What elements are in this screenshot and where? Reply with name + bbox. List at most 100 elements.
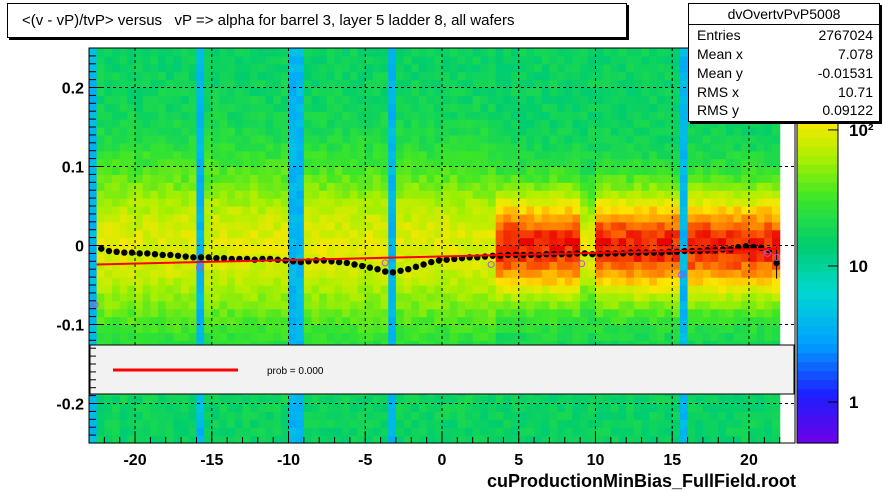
heatmap-cell	[526, 174, 535, 183]
heatmap-cell	[188, 182, 198, 191]
heatmap-cell	[96, 261, 105, 270]
heatmap-cell	[365, 150, 374, 160]
heatmap-cell	[457, 245, 466, 254]
heatmap-cell	[242, 237, 251, 247]
heatmap-cell	[119, 127, 128, 136]
heatmap-cell	[587, 435, 597, 444]
heatmap-cell	[89, 221, 98, 231]
heatmap-cell	[365, 277, 374, 286]
heatmap-cell	[649, 403, 658, 412]
heatmap-cell	[656, 182, 666, 191]
heatmap-cell	[549, 95, 558, 104]
heatmap-cell	[188, 87, 198, 96]
heatmap-cell	[572, 103, 581, 112]
heatmap-cell	[158, 71, 167, 81]
heatmap-cell	[104, 63, 113, 73]
heatmap-cell	[357, 198, 366, 207]
heatmap-cell	[357, 403, 366, 412]
heatmap-cell	[334, 245, 343, 254]
heatmap-cell	[158, 245, 167, 254]
heatmap-cell	[572, 95, 581, 104]
heatmap-cell	[357, 87, 366, 96]
heatmap-cell	[771, 150, 781, 160]
heatmap-cell	[557, 134, 566, 144]
heatmap-cell	[418, 237, 428, 247]
heatmap-cell	[465, 63, 474, 73]
heatmap-cell	[771, 324, 781, 333]
heatmap-cell	[656, 174, 666, 183]
heatmap-cell	[710, 127, 719, 136]
heatmap-cell	[633, 174, 643, 183]
heatmap-cell	[234, 55, 244, 65]
colorbar-cell	[797, 416, 838, 426]
heatmap-cell	[296, 300, 305, 310]
heatmap-cell	[158, 134, 167, 144]
heatmap-cell	[587, 427, 597, 436]
heatmap-cell	[764, 134, 773, 144]
heatmap-cell	[326, 119, 336, 128]
heatmap-cell	[557, 95, 566, 104]
heatmap-cell	[357, 206, 366, 215]
colorbar-tick-label: 10²	[849, 121, 874, 140]
heatmap-cell	[687, 237, 696, 247]
heatmap-cell	[702, 395, 712, 405]
heatmap-cell	[649, 111, 658, 120]
heatmap-cell	[334, 395, 343, 405]
heatmap-cell	[748, 435, 758, 444]
colorbar-cell	[797, 353, 838, 363]
heatmap-cell	[480, 111, 489, 120]
heatmap-cell	[326, 71, 336, 81]
heatmap-cell	[142, 174, 151, 183]
profile-point	[205, 254, 212, 261]
heatmap-cell	[280, 87, 290, 96]
heatmap-cell	[511, 427, 520, 436]
heatmap-cell	[227, 292, 236, 302]
heatmap-cell	[273, 198, 282, 207]
heatmap-cell	[587, 221, 597, 231]
heatmap-cell	[595, 324, 604, 333]
heatmap-cell	[564, 332, 574, 341]
heatmap-cell	[748, 158, 758, 168]
heatmap-cell	[748, 198, 758, 207]
heatmap-cell	[764, 395, 773, 405]
heatmap-cell	[626, 395, 635, 405]
heatmap-cell	[557, 213, 566, 223]
heatmap-cell	[725, 411, 735, 420]
heatmap-cell	[372, 87, 382, 96]
heatmap-cell	[587, 411, 597, 420]
heatmap-cell	[718, 166, 727, 175]
heatmap-cell	[403, 71, 412, 81]
heatmap-cell	[764, 229, 773, 239]
heatmap-cell	[564, 300, 574, 310]
heatmap-cell	[280, 142, 290, 152]
heatmap-cell	[380, 427, 389, 436]
heatmap-cell	[557, 308, 566, 318]
colorbar-cell	[797, 146, 838, 157]
heatmap-cell	[741, 134, 750, 144]
heatmap-cell	[288, 127, 297, 136]
heatmap-cell	[526, 324, 535, 333]
heatmap-cell	[150, 324, 159, 333]
heatmap-cell	[587, 48, 597, 57]
heatmap-cell	[679, 308, 689, 318]
heatmap-cell	[135, 111, 144, 120]
heatmap-cell	[112, 79, 121, 89]
heatmap-cell	[372, 427, 382, 436]
heatmap-cell	[572, 403, 581, 412]
heatmap-cell	[472, 395, 481, 405]
heatmap-cell	[618, 166, 627, 175]
heatmap-cell	[219, 158, 228, 168]
heatmap-cell	[219, 245, 228, 254]
heatmap-cell	[150, 245, 159, 254]
heatmap-cell	[303, 427, 313, 436]
heatmap-cell	[595, 79, 604, 89]
heatmap-cell	[572, 206, 581, 215]
heatmap-cell	[488, 435, 497, 444]
heatmap-cell	[395, 229, 405, 239]
heatmap-cell	[227, 403, 236, 412]
heatmap-cell	[725, 324, 735, 333]
heatmap-cell	[303, 119, 313, 128]
heatmap-cell	[503, 48, 512, 57]
heatmap-cell	[388, 229, 397, 239]
heatmap-cell	[173, 269, 182, 278]
